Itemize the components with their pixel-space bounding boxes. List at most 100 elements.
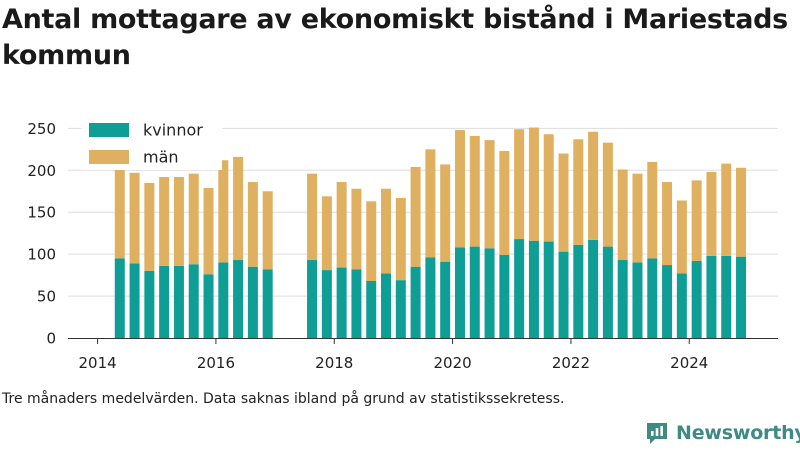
bar-man (632, 173, 643, 263)
bar-kvinnor (129, 263, 140, 338)
bar-kvinnor (395, 280, 406, 338)
bar-man (129, 172, 140, 264)
bar-man (247, 182, 258, 267)
bar-man (514, 129, 525, 240)
bar-man (425, 149, 436, 258)
legend-swatch (89, 123, 129, 137)
bar-man (173, 177, 184, 266)
bar-man (159, 177, 170, 266)
bar-kvinnor (440, 261, 451, 338)
bar-man (499, 151, 510, 255)
bar-man (233, 156, 244, 261)
bar-man (676, 200, 687, 274)
bar-kvinnor (351, 269, 362, 338)
bars (114, 127, 747, 338)
bar-man (602, 142, 613, 247)
bar-kvinnor (736, 256, 747, 338)
bar-man (218, 160, 229, 263)
bar-man (395, 197, 406, 281)
bar-kvinnor (381, 273, 392, 338)
y-tick-label: 250 (27, 120, 56, 138)
bar-kvinnor (721, 255, 732, 338)
bar-man (351, 188, 362, 270)
x-tick-label: 2022 (552, 354, 590, 372)
bar-kvinnor (159, 265, 170, 338)
bar-kvinnor (218, 262, 229, 338)
bar-kvinnor (203, 274, 214, 338)
bar-kvinnor (588, 239, 599, 338)
bar-kvinnor (706, 255, 717, 338)
x-tick-label: 2024 (670, 354, 708, 372)
bar-man (307, 173, 318, 261)
y-tick-label: 200 (27, 162, 56, 180)
legend-swatch (89, 150, 129, 164)
bar-kvinnor (573, 244, 584, 338)
bar-man (381, 188, 392, 274)
bar-kvinnor (114, 258, 125, 338)
bar-man (736, 167, 747, 257)
legend: kvinnor män (82, 118, 222, 170)
bar-man (484, 140, 495, 249)
bar-man (454, 130, 465, 248)
bar-kvinnor (676, 273, 687, 338)
axes: 0 50 100 150 200 250 2014 2016 2018 2020 2022 2024 (27, 120, 778, 372)
bar-kvinnor (233, 260, 244, 338)
bar-man (188, 173, 199, 265)
bar-kvinnor (336, 267, 347, 338)
bar-kvinnor (602, 246, 613, 338)
bar-kvinnor (425, 257, 436, 338)
bar-kvinnor (662, 265, 673, 338)
bar-man (647, 161, 658, 259)
bar-kvinnor (484, 248, 495, 338)
bar-kvinnor (366, 280, 377, 338)
bar-kvinnor (173, 265, 184, 338)
y-tick-label: 0 (46, 330, 56, 348)
bar-man (336, 182, 347, 268)
bar-man (721, 163, 732, 256)
bar-man (662, 182, 673, 266)
bar-kvinnor (528, 240, 539, 338)
bar-man (321, 196, 332, 271)
bar-man (440, 164, 451, 262)
bar-man (144, 182, 155, 271)
bar-man (617, 169, 628, 261)
bar-kvinnor (514, 239, 525, 338)
x-tick-label: 2016 (197, 354, 235, 372)
bar-kvinnor (454, 247, 465, 338)
bar-kvinnor (410, 266, 421, 338)
y-tick-label: 100 (27, 246, 56, 264)
bar-kvinnor (469, 246, 480, 338)
x-tick-label: 2020 (433, 354, 471, 372)
bar-man (706, 171, 717, 256)
bar-man (203, 187, 214, 275)
bar-man (114, 160, 125, 259)
bar-man (469, 135, 480, 247)
legend-label: kvinnor (143, 121, 203, 140)
bar-man (558, 153, 569, 252)
bar-man (588, 131, 599, 240)
bar-kvinnor (307, 260, 318, 338)
bar-man (691, 180, 702, 261)
bar-kvinnor (647, 258, 658, 338)
legend-label: män (143, 148, 179, 167)
bar-kvinnor (247, 266, 258, 338)
brand-name: Newsworthy (676, 422, 800, 444)
bar-kvinnor (617, 260, 628, 338)
newsworthy-logo-icon (647, 423, 667, 444)
y-tick-label: 150 (27, 204, 56, 222)
bar-kvinnor (499, 254, 510, 338)
bar-man (573, 139, 584, 245)
bar-kvinnor (632, 262, 643, 338)
x-tick-label: 2018 (315, 354, 353, 372)
x-tick-label: 2014 (78, 354, 116, 372)
bar-man (543, 134, 554, 242)
bar-kvinnor (262, 269, 273, 338)
bar-man (528, 127, 539, 241)
bar-man (410, 166, 421, 267)
chart-title: Antal mottagare av ekonomiskt bistånd i … (2, 4, 788, 71)
bar-kvinnor (558, 251, 569, 338)
bar-kvinnor (321, 270, 332, 338)
bar-kvinnor (691, 260, 702, 338)
bar-man (366, 201, 377, 281)
